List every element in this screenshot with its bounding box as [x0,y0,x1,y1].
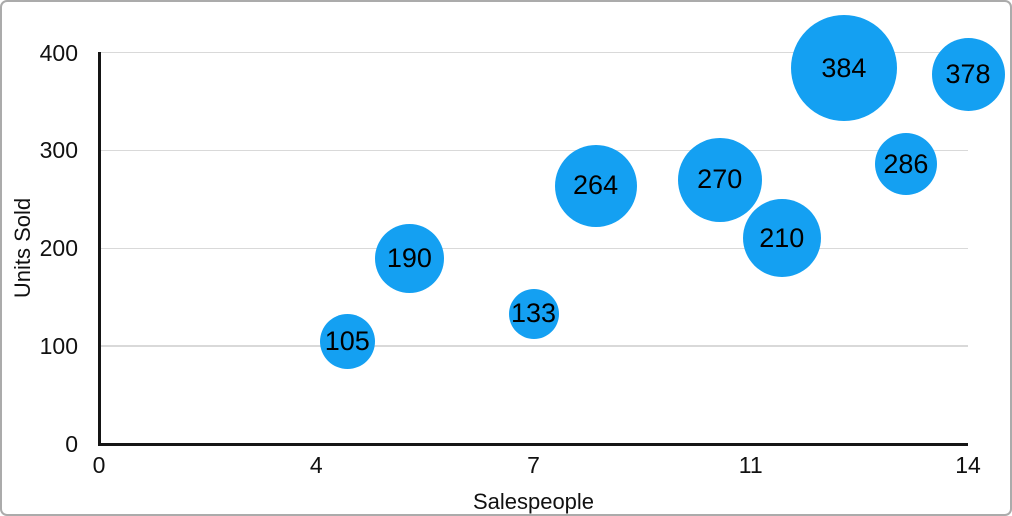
bubble-133[interactable]: 133 [508,288,559,339]
x-tick-label-0: 0 [92,452,106,478]
y-tick-label-200: 200 [39,235,78,262]
bubble-190[interactable]: 190 [374,223,444,293]
y-tick-label-100: 100 [39,333,78,360]
x-axis-title: Salespeople [472,489,595,514]
y-tick-label-400: 400 [39,39,78,66]
bubble-286[interactable]: 286 [874,133,937,196]
bubble-label: 286 [883,148,929,179]
bubble-label: 378 [945,58,991,89]
x-tick-label-11: 11 [738,452,763,478]
bubble-label: 384 [821,52,867,83]
bubble-label: 264 [573,170,619,201]
x-axis-line [97,442,968,446]
bubble-270[interactable]: 270 [677,137,762,222]
bubble-label: 270 [697,164,743,195]
bubble-378[interactable]: 378 [931,37,1005,111]
bubble-label: 133 [510,298,557,329]
y-tick-label-300: 300 [39,137,78,164]
y-axis-line [97,52,101,445]
bubble-210[interactable]: 210 [742,199,821,278]
bubble-384[interactable]: 384 [790,15,897,122]
x-tick-label-4: 4 [309,452,323,478]
bubble-label: 190 [386,242,432,273]
gridline-100 [99,345,968,347]
x-tick-label-7: 7 [527,452,540,478]
gridline-400 [99,51,968,54]
gridline-200 [99,247,968,249]
x-tick-label-14: 14 [955,452,981,478]
bubble-105[interactable]: 105 [319,313,375,369]
gridline-300 [99,149,968,152]
bubble-label: 210 [759,222,805,253]
y-tick-label-0: 0 [65,431,78,457]
bubble-264[interactable]: 264 [554,144,637,227]
bubble-label: 105 [324,325,370,356]
